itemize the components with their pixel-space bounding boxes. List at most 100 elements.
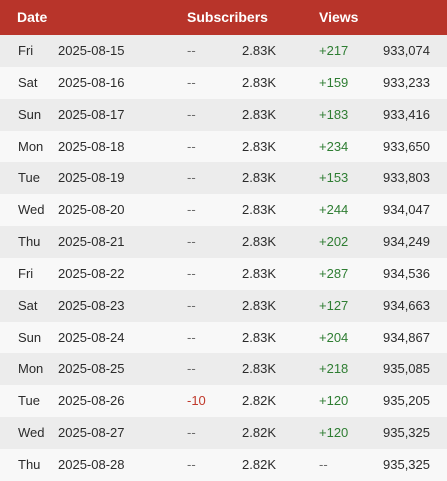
subscriber-change-cell: -- xyxy=(187,106,196,122)
table-row: Sat 2025-08-23 -- 2.83K +127 934,663 xyxy=(0,289,447,322)
view-change-cell: +217 xyxy=(319,43,349,58)
view-total-cell: 934,047 xyxy=(383,202,430,218)
date-cell: 2025-08-15 xyxy=(58,43,125,58)
subscriber-total-cell: 2.83K xyxy=(242,106,276,122)
subscribers-column-header[interactable]: Subscribers xyxy=(187,9,268,25)
day-cell: Thu xyxy=(18,456,41,472)
table-row: Mon 2025-08-25 -- 2.83K +218 935,085 xyxy=(0,353,447,386)
view-change-cell: +287 xyxy=(319,265,349,281)
date-cell: 2025-08-27 xyxy=(58,425,125,441)
day-cell: Mon xyxy=(18,361,44,377)
subscriber-total-cell: 2.83K xyxy=(242,43,276,58)
subscriber-total-cell: 2.83K xyxy=(242,234,276,250)
subscriber-total-cell: 2.82K xyxy=(242,425,276,441)
view-total-cell: 933,233 xyxy=(383,74,430,90)
subscriber-total-cell: 2.83K xyxy=(242,170,276,186)
view-change-cell: -- xyxy=(319,456,328,472)
view-change-cell: +159 xyxy=(319,74,349,90)
day-cell: Sun xyxy=(18,106,42,122)
subscriber-change-cell: -- xyxy=(187,425,196,441)
view-total-cell: 933,416 xyxy=(383,106,430,122)
date-cell: 2025-08-24 xyxy=(58,329,125,345)
view-total-cell: 934,536 xyxy=(383,265,430,281)
date-cell: 2025-08-20 xyxy=(58,202,125,218)
table-row: Fri 2025-08-15 -- 2.83K +217 933,074 xyxy=(0,35,447,67)
subscriber-total-cell: 2.83K xyxy=(242,297,276,313)
table-row: Sun 2025-08-24 -- 2.83K +204 934,867 xyxy=(0,321,447,354)
view-total-cell: 935,325 xyxy=(383,425,430,441)
day-cell: Sat xyxy=(18,297,38,313)
views-column-header[interactable]: Views xyxy=(319,9,359,25)
date-cell: 2025-08-23 xyxy=(58,297,125,313)
subscriber-total-cell: 2.83K xyxy=(242,74,276,90)
date-column-header[interactable]: Date xyxy=(17,9,48,25)
subscriber-change-cell: -- xyxy=(187,456,196,472)
table-row: Sat 2025-08-16 -- 2.83K +159 933,233 xyxy=(0,66,447,99)
subscriber-change-cell: -- xyxy=(187,297,196,313)
view-total-cell: 934,663 xyxy=(383,297,430,313)
day-cell: Mon xyxy=(18,138,44,154)
subscriber-change-cell: -- xyxy=(187,74,196,90)
view-change-cell: +218 xyxy=(319,361,349,377)
day-cell: Tue xyxy=(18,393,40,409)
subscriber-total-cell: 2.83K xyxy=(242,138,276,154)
subscriber-total-cell: 2.82K xyxy=(242,456,276,472)
view-total-cell: 933,650 xyxy=(383,138,430,154)
date-cell: 2025-08-25 xyxy=(58,361,125,377)
day-cell: Wed xyxy=(18,202,45,218)
date-cell: 2025-08-21 xyxy=(58,234,125,250)
subscriber-change-cell: -- xyxy=(187,202,196,218)
table-row: Wed 2025-08-20 -- 2.83K +244 934,047 xyxy=(0,194,447,227)
view-change-cell: +244 xyxy=(319,202,349,218)
view-total-cell: 933,074 xyxy=(383,43,430,58)
subscriber-change-cell: -- xyxy=(187,170,196,186)
subscriber-change-cell: -- xyxy=(187,361,196,377)
view-total-cell: 934,249 xyxy=(383,234,430,250)
subscriber-change-cell: -- xyxy=(187,234,196,250)
subscriber-total-cell: 2.82K xyxy=(242,393,276,409)
table-row: Thu 2025-08-21 -- 2.83K +202 934,249 xyxy=(0,226,447,258)
day-cell: Sun xyxy=(18,329,42,345)
subscriber-total-cell: 2.83K xyxy=(242,265,276,281)
day-cell: Sat xyxy=(18,74,38,90)
date-cell: 2025-08-26 xyxy=(58,393,125,409)
table-body: Fri 2025-08-15 -- 2.83K +217 933,074 Sat 2025-0… xyxy=(0,35,447,481)
subscriber-change-cell: -- xyxy=(187,265,196,281)
table-row: Wed 2025-08-27 -- 2.82K +120 935,325 xyxy=(0,417,447,449)
view-change-cell: +183 xyxy=(319,106,349,122)
day-cell: Tue xyxy=(18,170,40,186)
view-total-cell: 935,085 xyxy=(383,361,430,377)
view-change-cell: +204 xyxy=(319,329,349,345)
table-row: Tue 2025-08-19 -- 2.83K +153 933,803 xyxy=(0,162,447,195)
table-row: Sun 2025-08-17 -- 2.83K +183 933,416 xyxy=(0,98,447,131)
view-change-cell: +202 xyxy=(319,234,349,250)
date-cell: 2025-08-18 xyxy=(58,138,125,154)
table-row: Thu 2025-08-28 -- 2.82K -- 935,325 xyxy=(0,448,447,481)
date-cell: 2025-08-17 xyxy=(58,106,125,122)
subscriber-change-cell: -- xyxy=(187,138,196,154)
day-cell: Fri xyxy=(18,43,34,58)
subscriber-change-cell: -- xyxy=(187,329,196,345)
view-change-cell: +127 xyxy=(319,297,349,313)
table-row: Tue 2025-08-26 -10 2.82K +120 935,205 xyxy=(0,385,447,418)
view-total-cell: 935,205 xyxy=(383,393,430,409)
day-cell: Fri xyxy=(18,265,34,281)
subscriber-change-cell: -10 xyxy=(187,393,206,409)
view-change-cell: +234 xyxy=(319,138,349,154)
view-change-cell: +120 xyxy=(319,425,349,441)
subscriber-total-cell: 2.83K xyxy=(242,361,276,377)
view-total-cell: 934,867 xyxy=(383,329,430,345)
day-cell: Wed xyxy=(18,425,45,441)
view-change-cell: +120 xyxy=(319,393,349,409)
date-cell: 2025-08-16 xyxy=(58,74,125,90)
date-cell: 2025-08-28 xyxy=(58,456,125,472)
subscriber-total-cell: 2.83K xyxy=(242,329,276,345)
date-cell: 2025-08-22 xyxy=(58,265,125,281)
table-row: Fri 2025-08-22 -- 2.83K +287 934,536 xyxy=(0,257,447,290)
date-cell: 2025-08-19 xyxy=(58,170,125,186)
table-row: Mon 2025-08-18 -- 2.83K +234 933,650 xyxy=(0,130,447,163)
view-total-cell: 933,803 xyxy=(383,170,430,186)
subscriber-change-cell: -- xyxy=(187,43,196,58)
day-cell: Thu xyxy=(18,234,41,250)
